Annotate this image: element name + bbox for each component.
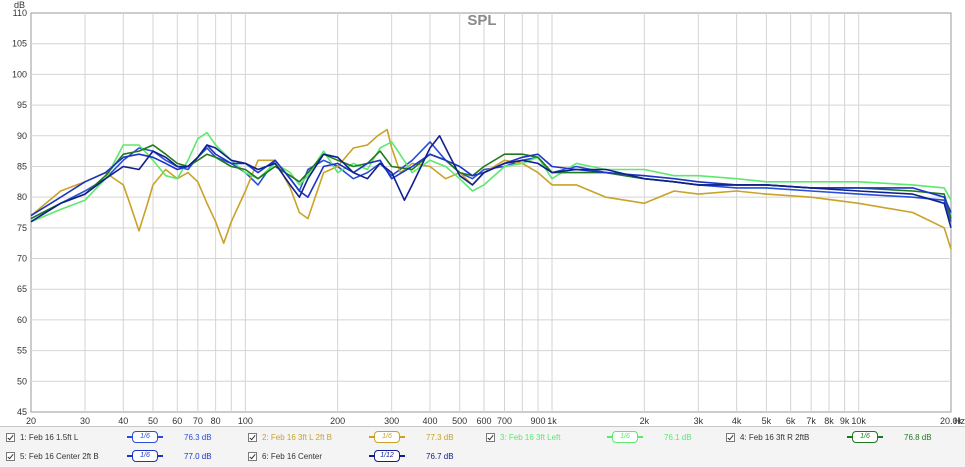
legend-level-value: 76.7 dB xyxy=(426,452,454,461)
y-tick-label: 45 xyxy=(17,407,27,417)
x-tick-label: 400 xyxy=(422,416,437,426)
legend: 1: Feb 16 1.5ft L 1/6 76.3 dB 2: Feb 16 3ft… xyxy=(0,426,965,467)
legend-smoothing-badge[interactable]: 1/6 xyxy=(847,431,883,443)
x-tick-label: 8k xyxy=(824,416,834,426)
x-tick-label: 200 xyxy=(330,416,345,426)
legend-checkbox[interactable] xyxy=(726,433,735,442)
legend-entry: 3: Feb 16 3ft Left 1/6 76.1 dB xyxy=(486,429,721,447)
y-tick-label: 70 xyxy=(17,254,27,264)
x-tick-label: 7k xyxy=(806,416,816,426)
legend-series-name: 5: Feb 16 Center 2ft B xyxy=(20,452,99,461)
x-tick-label: 5k xyxy=(762,416,772,426)
series-line-3 xyxy=(30,131,952,223)
legend-entry: 2: Feb 16 3ft L 2ft B 1/6 77.3 dB xyxy=(248,429,483,447)
legend-series-name: 2: Feb 16 3ft L 2ft B xyxy=(262,433,332,442)
series-lines xyxy=(30,128,952,250)
x-tick-label: 3k xyxy=(694,416,704,426)
x-tick-label: 600 xyxy=(476,416,491,426)
legend-smoothing-badge[interactable]: 1/6 xyxy=(369,431,405,443)
y-tick-label: 75 xyxy=(17,223,27,233)
x-tick-label: 6k xyxy=(786,416,796,426)
legend-entry: 5: Feb 16 Center 2ft B 1/6 77.0 dB xyxy=(6,448,241,466)
y-tick-labels: 45 50 55 60 65 70 75 80 85 90 95 100 105 110 xyxy=(12,8,27,417)
legend-level-value: 76.3 dB xyxy=(184,433,212,442)
x-tick-label: 60 xyxy=(172,416,182,426)
y-tick-label: 90 xyxy=(17,131,27,141)
spl-chart: 45 50 55 60 65 70 75 80 85 90 95 100 105 110 20 30 40 50… xyxy=(12,0,965,426)
x-tick-label: 2k xyxy=(640,416,650,426)
x-unit-label: Hz xyxy=(954,416,965,426)
y-tick-label: 105 xyxy=(12,39,27,49)
y-tick-label: 95 xyxy=(17,100,27,110)
series-line-2 xyxy=(30,128,952,250)
legend-level-value: 77.0 dB xyxy=(184,452,212,461)
legend-level-value: 76.8 dB xyxy=(904,433,932,442)
y-tick-label: 60 xyxy=(17,315,27,325)
y-tick-label: 80 xyxy=(17,192,27,202)
x-tick-label: 300 xyxy=(384,416,399,426)
y-tick-label: 85 xyxy=(17,161,27,171)
legend-smoothing-badge[interactable]: 1/12 xyxy=(369,450,405,462)
legend-smoothing-badge[interactable]: 1/6 xyxy=(607,431,643,443)
legend-series-name: 4: Feb 16 3ft R 2ftB xyxy=(740,433,810,442)
y-tick-label: 55 xyxy=(17,346,27,356)
legend-level-value: 77.3 dB xyxy=(426,433,454,442)
legend-smoothing-badge[interactable]: 1/6 xyxy=(127,450,163,462)
y-tick-label: 110 xyxy=(13,8,27,18)
legend-entry: 6: Feb 16 Center 1/12 76.7 dB xyxy=(248,448,483,466)
legend-series-name: 1: Feb 16 1.5ft L xyxy=(20,433,79,442)
legend-checkbox[interactable] xyxy=(248,433,257,442)
legend-series-name: 3: Feb 16 3ft Left xyxy=(500,433,561,442)
x-tick-label: 20 xyxy=(26,416,36,426)
x-tick-label: 50 xyxy=(148,416,158,426)
x-tick-label: 40 xyxy=(118,416,128,426)
legend-checkbox[interactable] xyxy=(248,452,257,461)
grid-lines xyxy=(31,13,951,412)
legend-series-name: 6: Feb 16 Center xyxy=(262,452,323,461)
x-tick-label: 1k xyxy=(547,416,557,426)
x-tick-label: 30 xyxy=(80,416,90,426)
legend-checkbox[interactable] xyxy=(6,433,15,442)
x-tick-label: 20.0k xyxy=(940,416,963,426)
y-tick-label: 50 xyxy=(17,376,27,386)
y-unit-label: dB xyxy=(14,0,25,10)
plot-area xyxy=(30,12,952,413)
x-tick-label: 500 xyxy=(452,416,467,426)
x-tick-label: 10k xyxy=(851,416,866,426)
x-tick-label: 700 xyxy=(497,416,512,426)
y-tick-label: 65 xyxy=(17,284,27,294)
legend-entry: 1: Feb 16 1.5ft L 1/6 76.3 dB xyxy=(6,429,241,447)
legend-smoothing-badge[interactable]: 1/6 xyxy=(127,431,163,443)
chart-title: SPL xyxy=(467,12,496,29)
x-tick-label: 4k xyxy=(732,416,742,426)
x-tick-label: 900 xyxy=(530,416,545,426)
x-tick-label: 70 xyxy=(193,416,203,426)
y-tick-label: 100 xyxy=(12,69,27,79)
x-tick-labels: 20 30 40 50 60 70 80 100 200 300 400 500 600 700 900 1k… xyxy=(26,416,963,426)
series-line-5 xyxy=(30,144,952,217)
legend-checkbox[interactable] xyxy=(6,452,15,461)
x-tick-label: 100 xyxy=(238,416,253,426)
legend-checkbox[interactable] xyxy=(486,433,495,442)
x-tick-label: 9k xyxy=(840,416,850,426)
legend-level-value: 76.1 dB xyxy=(664,433,692,442)
x-tick-label: 80 xyxy=(211,416,221,426)
series-line-6 xyxy=(30,135,952,229)
legend-entry: 4: Feb 16 3ft R 2ftB 1/6 76.8 dB xyxy=(726,429,961,447)
